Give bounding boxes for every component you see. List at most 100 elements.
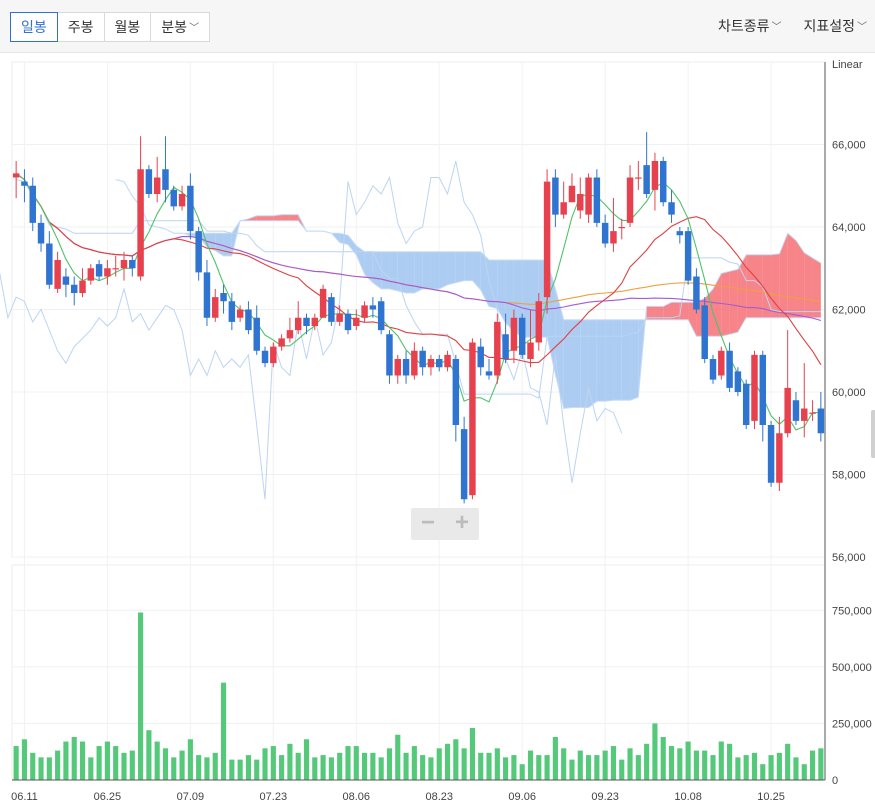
cloud-segment [713,273,722,337]
candle [120,251,128,281]
time-tick-label: 07.09 [177,791,205,803]
volume-bars [13,612,824,780]
cloud-segment [256,215,266,221]
cloud-segment [704,288,714,337]
volume-bar [461,748,467,780]
volume-bar [146,730,152,780]
tab-monthly-label: 월봉 [114,19,141,35]
chart-grid [11,61,826,781]
candle [87,264,95,285]
candle-body [328,297,335,322]
candle-body [568,185,576,203]
candle [593,169,601,227]
cloud-segment [414,251,423,293]
volume-bar [312,757,318,780]
cloud-segment [430,251,440,289]
cloud-segment [472,251,481,290]
candle-body [377,301,385,331]
tab-minute[interactable]: 분봉 ﹀ [151,13,209,41]
cloud-segment [372,251,382,289]
candle-body [518,317,526,355]
cloud-segment [223,233,232,256]
cloud-segment [447,251,456,285]
candle-body [485,371,493,376]
volume-bar [38,757,44,780]
candle [386,330,393,384]
zoom-controls: − + [411,508,479,540]
tab-daily[interactable]: 일봉 [10,12,58,42]
cloud-segment [621,319,631,401]
volume-bar [229,759,235,780]
volume-bar [337,752,343,780]
candle-body [129,260,136,269]
volume-bar [627,748,633,780]
candlestick-series [12,132,825,504]
cloud-segment [439,251,448,289]
candle-body [510,317,518,351]
cloud-segment [630,319,639,401]
volume-bar [677,748,683,780]
candle [444,350,451,372]
candle [792,392,800,425]
indicator-settings-dropdown[interactable]: 지표설정 ﹀ [803,16,867,36]
candle [518,313,526,359]
volume-bar [536,755,542,780]
candle-body [21,181,28,186]
time-tick-label: 10.25 [757,791,785,803]
candle [767,420,775,487]
chart-type-dropdown[interactable]: 차트종류 ﹀ [718,16,782,36]
cloud-segment [190,233,199,238]
candle [809,400,816,421]
volume-bar [511,755,517,780]
candle-body [635,177,642,179]
tab-monthly[interactable]: 월봉 [105,13,152,41]
volume-bar [594,755,600,780]
candle [187,173,194,240]
candle-body [651,161,659,190]
candle [535,293,543,351]
cloud-segment [688,302,697,337]
chevron-down-icon: ﹀ [857,22,867,33]
candle-body [527,342,534,359]
cloud-segment [381,251,390,289]
cloud-segment [563,319,572,409]
volume-bar [362,752,368,780]
volume-bar [345,746,351,780]
candle-body [286,330,294,339]
candle-body [718,350,725,376]
volume-bar [469,727,475,780]
candle-body [436,359,443,368]
candle [684,227,692,285]
time-tick-label: 09.06 [508,791,536,803]
candle [659,156,667,207]
volume-bar [710,755,716,780]
volume-bar [96,746,102,780]
candle [37,214,45,252]
candle-body [394,359,401,376]
candle [618,218,625,240]
volume-bar [21,739,28,780]
zoom-out-button[interactable]: − [420,509,435,536]
candle-body [701,305,708,359]
candle-body [319,288,327,318]
candle-body [62,276,70,285]
volume-bar [121,752,127,780]
volume-bar [212,752,218,780]
candle [112,255,119,277]
volume-bar [577,750,583,780]
span-b-line [115,179,821,337]
candle [170,185,178,211]
price-tick-label: 62,000 [832,305,866,317]
volume-bar [254,759,260,780]
tab-weekly[interactable]: 주봉 [58,13,105,41]
candle-body [560,202,567,215]
zoom-in-button[interactable]: + [454,509,469,536]
candle [153,156,161,203]
panel-handle[interactable] [871,410,875,458]
cloud-segment [746,254,755,318]
candle [104,260,111,285]
ma60-line [15,172,822,322]
candle-body [684,231,692,281]
indicator-settings-label: 지표설정 [803,18,855,34]
